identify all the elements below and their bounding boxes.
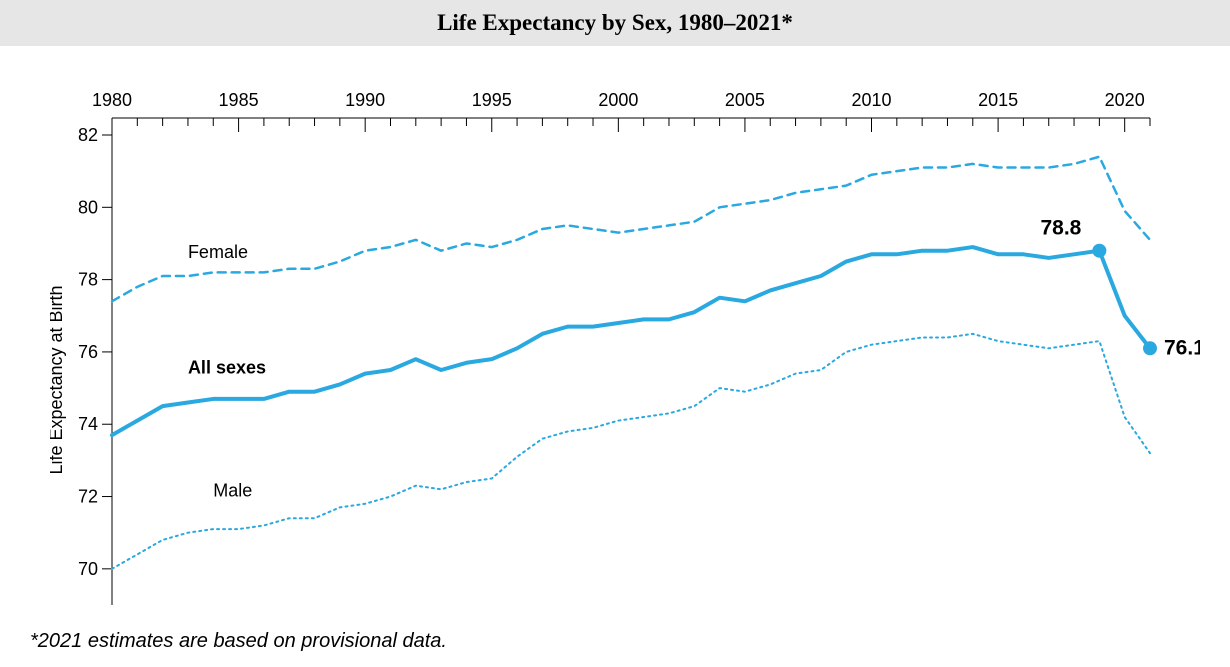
svg-text:1990: 1990 [345, 90, 385, 110]
footnote: *2021 estimates are based on provisional… [30, 630, 447, 653]
svg-text:80: 80 [78, 197, 98, 217]
svg-text:1985: 1985 [219, 90, 259, 110]
svg-text:2015: 2015 [978, 90, 1018, 110]
svg-text:Female: Female [188, 242, 248, 262]
svg-text:82: 82 [78, 125, 98, 145]
svg-text:70: 70 [78, 559, 98, 579]
svg-text:2005: 2005 [725, 90, 765, 110]
svg-text:76.1: 76.1 [1164, 336, 1200, 359]
svg-text:78: 78 [78, 270, 98, 290]
svg-text:78.8: 78.8 [1040, 217, 1081, 240]
svg-text:1980: 1980 [92, 90, 132, 110]
svg-text:Life Expectancy at Birth: Life Expectancy at Birth [50, 285, 66, 474]
line-chart: 1980 1985 1990 1995 2000 2005 2010 2015 2020 70 72… [50, 60, 1200, 620]
svg-text:2010: 2010 [851, 90, 891, 110]
svg-text:76: 76 [78, 342, 98, 362]
svg-text:74: 74 [78, 414, 98, 434]
svg-text:1995: 1995 [472, 90, 512, 110]
chart-title-bar: Life Expectancy by Sex, 1980–2021* [0, 0, 1230, 46]
svg-text:2020: 2020 [1105, 90, 1145, 110]
svg-text:2000: 2000 [598, 90, 638, 110]
chart-title: Life Expectancy by Sex, 1980–2021* [437, 10, 793, 36]
svg-text:72: 72 [78, 487, 98, 507]
svg-text:Male: Male [213, 481, 252, 501]
svg-text:All sexes: All sexes [188, 358, 266, 378]
